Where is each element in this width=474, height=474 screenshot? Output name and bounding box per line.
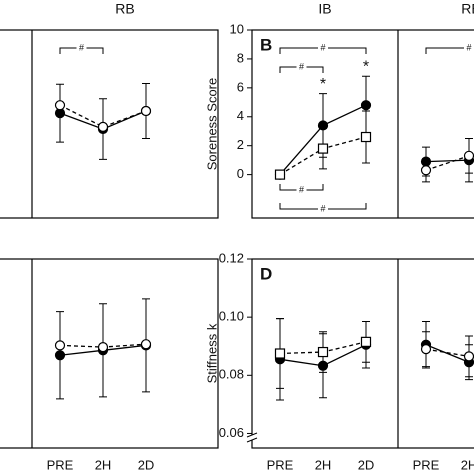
marker	[420, 165, 432, 176]
group-title: RB	[461, 1, 474, 17]
marker	[317, 360, 329, 371]
panel-frame	[0, 29, 219, 219]
panel-frame	[0, 258, 219, 449]
x-tick-label: PRE	[47, 457, 74, 472]
y-tick-label: 4	[237, 108, 244, 123]
bracket-label-bg	[296, 185, 307, 195]
bracket-label: #	[79, 42, 84, 52]
bracket-label-bg	[296, 62, 307, 72]
bracket-label: #	[320, 203, 325, 213]
series-line	[59, 104, 147, 128]
x-tick-label: PRE	[413, 457, 440, 472]
bracket-label: #	[466, 42, 471, 52]
axis-break	[246, 437, 258, 443]
y-axis-label: Stiffness k	[204, 323, 219, 383]
marker	[54, 350, 66, 361]
marker	[463, 351, 474, 362]
series-line	[425, 348, 470, 358]
axis-break	[246, 432, 258, 438]
marker	[360, 100, 372, 111]
x-tick-label: 2H	[95, 457, 112, 472]
marker	[97, 121, 109, 132]
panel-frame	[251, 29, 474, 219]
significance-star: *	[363, 58, 369, 75]
marker	[317, 143, 329, 154]
y-tick-label: 0.06	[219, 425, 244, 440]
bracket-label-bg	[464, 43, 474, 53]
y-tick-label: 0.10	[219, 309, 244, 324]
group-title: IB	[318, 1, 331, 17]
y-tick-label: 0.12	[219, 250, 244, 265]
marker	[463, 150, 474, 161]
bracket-label-bg	[76, 43, 87, 53]
panel-label: D	[260, 264, 272, 283]
marker	[140, 105, 152, 117]
x-tick-label: 2H	[315, 457, 332, 472]
marker	[360, 336, 372, 347]
marker	[97, 342, 109, 353]
series-line	[425, 155, 470, 171]
marker	[140, 339, 152, 350]
y-tick-label: 0.08	[219, 367, 244, 382]
marker	[420, 344, 432, 355]
bracket-label: #	[299, 61, 304, 71]
marker	[54, 340, 66, 351]
y-tick-label: 2	[237, 137, 244, 152]
x-tick-label: 2H	[461, 457, 474, 472]
x-tick-label: PRE	[267, 457, 294, 472]
marker	[274, 348, 286, 359]
x-tick-label: 2D	[358, 457, 375, 472]
axis-break-gap	[247, 435, 257, 440]
marker	[54, 100, 66, 111]
x-tick-label: 2D	[138, 457, 155, 472]
marker	[274, 169, 286, 180]
y-tick-label: 8	[237, 50, 244, 65]
series-line	[425, 159, 470, 163]
y-tick-label: 6	[237, 79, 244, 94]
panel-label: B	[260, 35, 272, 54]
marker	[317, 120, 329, 131]
bracket-label-bg	[318, 43, 328, 53]
y-tick-label: 10	[230, 21, 244, 36]
marker	[317, 346, 329, 358]
significance-star: *	[320, 76, 326, 93]
panel-frame	[251, 258, 474, 449]
marker	[420, 156, 432, 167]
y-axis-label: Soreness Score	[204, 78, 219, 171]
bracket-label-bg	[318, 204, 328, 214]
group-title: RB	[115, 1, 134, 17]
y-tick-label: 0	[237, 166, 244, 181]
bracket-label: #	[320, 42, 325, 52]
series-line	[425, 344, 470, 363]
marker	[360, 131, 372, 143]
bracket-label: #	[299, 184, 304, 194]
